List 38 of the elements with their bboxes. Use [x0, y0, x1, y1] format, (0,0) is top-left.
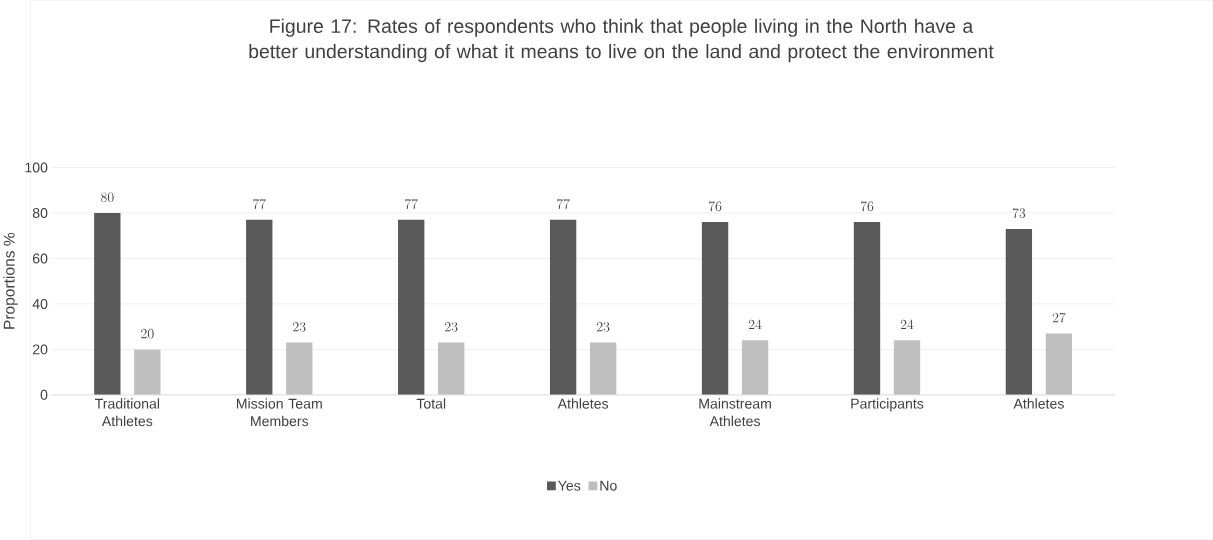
data-label: 23: [445, 322, 458, 332]
data-label: 24: [748, 319, 762, 330]
x-tick-label: Total: [416, 398, 446, 409]
data-label: 76: [708, 201, 722, 212]
y-tick-label: 60: [32, 253, 48, 264]
bar: [94, 213, 121, 395]
x-tick-label: Athletes: [1013, 398, 1064, 409]
bar: [853, 222, 881, 395]
data-label: 27: [1052, 312, 1066, 323]
bar: [1005, 228, 1033, 395]
x-tick-label: Participants: [851, 398, 924, 412]
x-tick-label: Mission Team Members: [236, 398, 322, 427]
legend-label: Yes: [558, 480, 581, 491]
legend-label: No: [600, 480, 617, 491]
data-label: 77: [253, 199, 266, 209]
data-label: 80: [101, 192, 114, 203]
data-label: 23: [596, 322, 610, 332]
data-label: 73: [1012, 208, 1026, 218]
bar: [701, 222, 729, 395]
data-label: 20: [141, 328, 154, 339]
bar: [549, 219, 577, 395]
y-tick-label: 40: [32, 298, 48, 309]
bar: [398, 219, 425, 395]
x-tick-label: Traditional Athletes: [95, 398, 160, 427]
data-label: 23: [293, 322, 306, 332]
y-tick-label: 20: [32, 344, 48, 355]
data-label: 77: [405, 199, 418, 209]
x-tick-label: Athletes: [557, 398, 609, 409]
data-label: 76: [860, 201, 874, 212]
y-axis-title: Proportions %: [3, 232, 18, 329]
y-tick-label: 80: [32, 208, 48, 218]
y-tick-label: 100: [25, 162, 48, 173]
chart-title: Figure 17: Rates of respondents who think that people living in the North have a better understanding of what it means to live on the land and protect the environment: [249, 18, 994, 63]
x-tick-label: Mainstream Athletes: [699, 398, 771, 427]
bar: [246, 219, 273, 395]
data-label: 24: [900, 319, 914, 330]
data-label: 77: [557, 199, 570, 209]
y-tick-label: 0: [40, 389, 48, 400]
